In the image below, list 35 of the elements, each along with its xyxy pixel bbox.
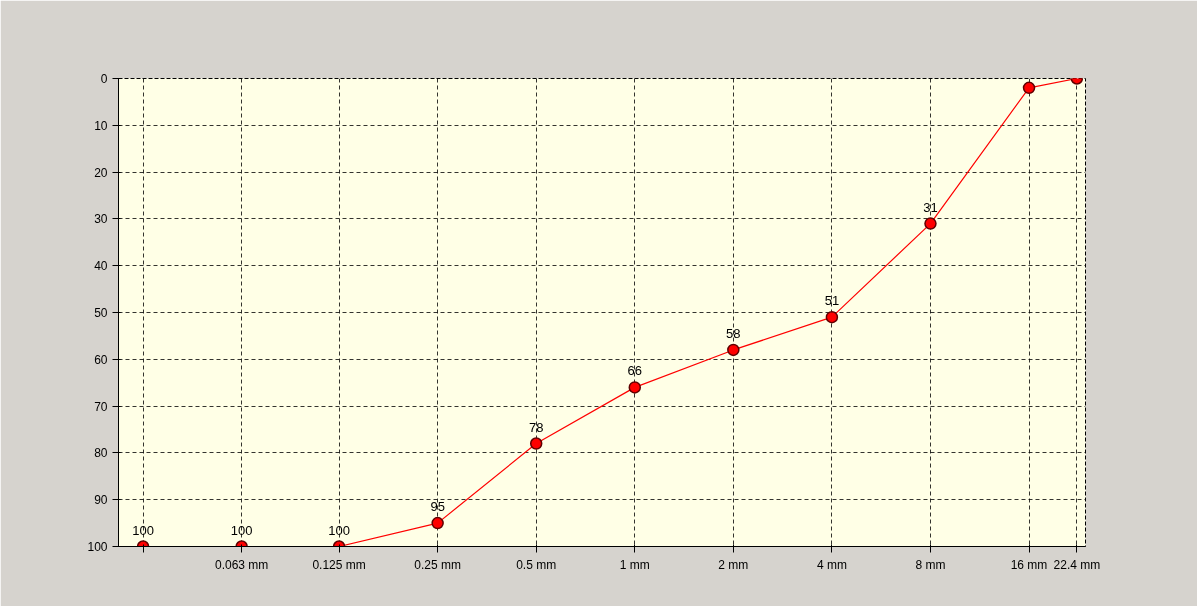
y-tick-label: 10 (94, 118, 108, 133)
data-label: 31 (923, 199, 938, 215)
y-tick-label: 90 (94, 493, 108, 508)
point (825, 310, 839, 324)
y-tick-label: 40 (94, 259, 108, 274)
x-tick-label: 1 mm (619, 557, 650, 572)
x-tick-label: 0.5 mm (516, 557, 557, 572)
data-label: 100 (328, 522, 350, 538)
x-tick-label: 16 mm (1010, 557, 1048, 572)
point (727, 343, 740, 357)
y-tick-label: 60 (94, 352, 108, 367)
x-tick-label: 22.4 mm (1053, 557, 1101, 572)
y-tick-label: 20 (94, 165, 108, 180)
data-label: 95 (430, 499, 445, 515)
data-label: 66 (627, 363, 643, 379)
x-tick-label: 0.25 mm (414, 557, 461, 572)
data-label: 78 (528, 419, 544, 435)
y-tick-label: 70 (94, 399, 108, 414)
point (628, 381, 642, 394)
x-tick-label: 0.125 mm (312, 557, 366, 572)
data-label: 100 (230, 522, 253, 538)
x-tick-label: 0.063 mm (214, 557, 269, 572)
point (924, 217, 937, 230)
data-label: 58 (726, 325, 741, 341)
point (529, 437, 543, 450)
data-label: 100 (132, 522, 154, 538)
data-label: 51 (824, 293, 840, 309)
y-tick-label: 80 (94, 446, 108, 461)
y-tick-label: 30 (94, 212, 108, 227)
y-tick-label: 100 (87, 540, 108, 554)
x-tick-label: 8 mm (915, 557, 946, 572)
y-tick-label: 0 (100, 72, 108, 86)
x-tick-label: 2 mm (718, 557, 749, 572)
x-tick-label: 4 mm (816, 557, 847, 572)
y-tick-label: 50 (94, 306, 108, 320)
